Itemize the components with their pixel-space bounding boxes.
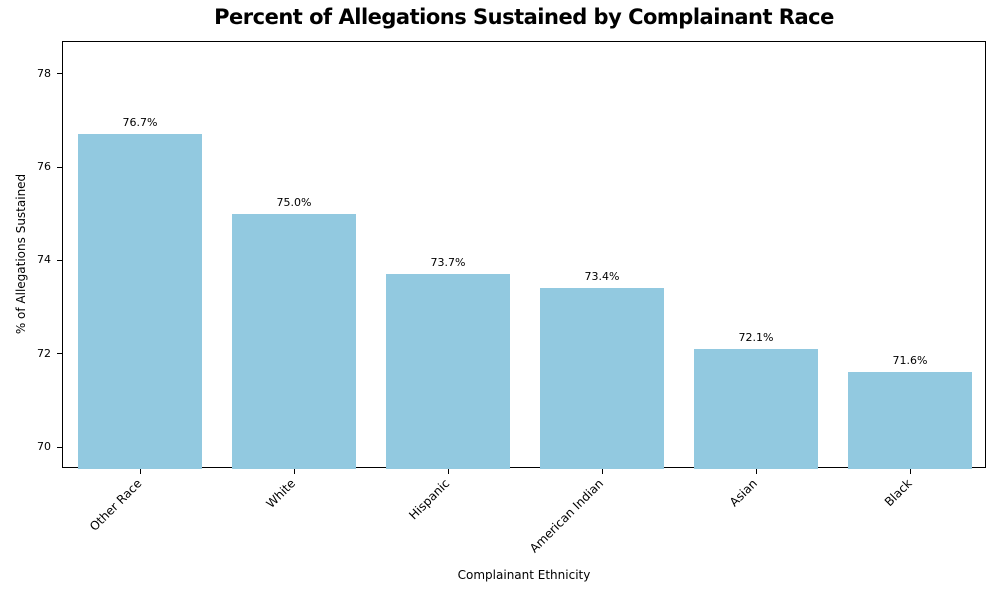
bar-value-label: 73.4% bbox=[584, 270, 620, 284]
y-tick-label: 78 bbox=[37, 66, 51, 80]
bar bbox=[232, 213, 356, 469]
bar-value-label: 75.0% bbox=[276, 195, 312, 209]
chart-title: Percent of Allegations Sustained by Comp… bbox=[214, 5, 834, 29]
y-tick-mark bbox=[57, 259, 62, 261]
x-tick-label: Black bbox=[881, 476, 915, 510]
x-tick-label: Hispanic bbox=[406, 476, 453, 523]
y-axis-label: % of Allegations Sustained bbox=[14, 173, 28, 335]
x-tick-label: American Indian bbox=[527, 476, 607, 556]
x-tick-mark bbox=[602, 469, 603, 474]
x-tick-label: Other Race bbox=[86, 476, 145, 534]
bar-value-label: 76.7% bbox=[122, 116, 158, 130]
bar bbox=[386, 274, 510, 469]
bar-value-label: 73.7% bbox=[430, 256, 466, 270]
y-tick-mark bbox=[57, 353, 62, 355]
y-tick-label: 72 bbox=[37, 346, 51, 360]
x-tick-mark bbox=[140, 469, 141, 474]
bar-value-label: 72.1% bbox=[738, 331, 774, 345]
x-tick-label: Asian bbox=[727, 476, 761, 510]
x-tick-mark bbox=[756, 469, 757, 474]
y-tick-mark bbox=[57, 166, 62, 168]
x-axis-label: Complainant Ethnicity bbox=[457, 568, 591, 582]
bar bbox=[78, 134, 202, 469]
y-tick-label: 74 bbox=[37, 253, 51, 267]
plot-area: 70 72 74 76 78 76.7% Other Race 75.0% White 73.7%… bbox=[37, 41, 986, 555]
y-tick-mark bbox=[57, 73, 62, 75]
y-tick-mark bbox=[57, 446, 62, 448]
y-tick-label: 70 bbox=[37, 440, 51, 454]
x-tick-mark bbox=[448, 469, 449, 474]
x-tick-mark bbox=[910, 469, 911, 474]
y-tick-label: 76 bbox=[37, 160, 51, 174]
bar-value-label: 71.6% bbox=[892, 354, 928, 368]
bar bbox=[540, 288, 664, 469]
x-tick-mark bbox=[294, 469, 295, 474]
bar bbox=[848, 372, 972, 469]
bar bbox=[694, 349, 818, 469]
x-tick-label: White bbox=[263, 476, 299, 511]
